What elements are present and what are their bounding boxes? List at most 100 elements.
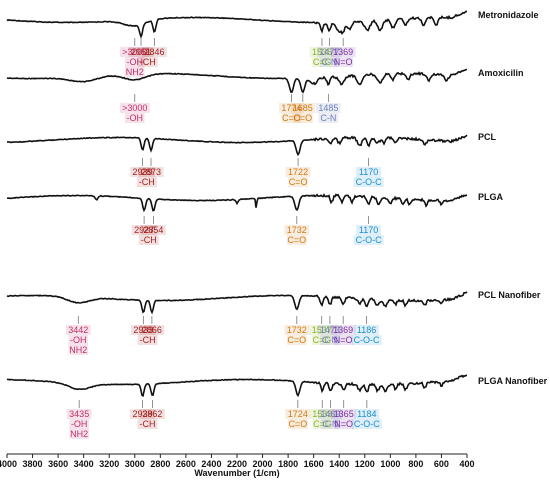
- annotation-bg-5-7-1: [351, 419, 382, 429]
- group-text-bg-4-0: [137, 335, 158, 345]
- annotation-text-5-3-0: 1724: [288, 409, 308, 419]
- annotation-text-1-1-1: C=O: [282, 113, 301, 123]
- annotation-text-4-5-1: C-N: [322, 335, 338, 345]
- annotation-bg-5-7-0: [354, 409, 380, 419]
- annotation-text-5-0-2: NH2: [70, 429, 88, 439]
- annotation-text-5-0-1: -OH: [71, 419, 88, 429]
- x-tick-label-5: 3000: [125, 459, 145, 469]
- annotation-text-4-0-0: 3442: [68, 325, 88, 335]
- x-tick-label-8: 2400: [201, 459, 221, 469]
- annotation-bg-2-2-0: [285, 167, 311, 177]
- annotation-text-0-1-0: 2951: [131, 47, 151, 57]
- x-axis: 4000 3800 3600 3400 3200 3000 2800 2600 2400 2200…: [0, 453, 475, 478]
- series-label-2: PCL: [478, 132, 497, 142]
- annotation-text-5-5-1: C-N: [322, 419, 338, 429]
- annotation-bg-3-3-0: [356, 225, 382, 235]
- annotation-bg-1-0-1: [124, 113, 145, 123]
- annotation-bg-0-5-1: [333, 57, 353, 67]
- x-tick-label-18: 400: [459, 459, 474, 469]
- x-tick-label-15: 1000: [380, 459, 400, 469]
- annotation-text-0-0-2: NH2: [126, 67, 144, 77]
- group-text-0-0: -CH: [140, 57, 156, 67]
- annotation-bg-5-6-1: [333, 419, 354, 429]
- annotation-text-4-7-1: C-O-C: [354, 335, 380, 345]
- annotation-text-4-4-0: 1537: [312, 325, 332, 335]
- annotation-bg-3-2-0: [284, 225, 310, 235]
- group-text-bg-3-0: [138, 235, 159, 245]
- annotation-bg-2-0-0: [130, 167, 155, 177]
- x-tick-label-2: 3600: [48, 459, 68, 469]
- annotation-bg-3-0-0: [131, 225, 157, 235]
- annotation-text-2-1-0: 2873: [141, 167, 161, 177]
- annotation-text-1-0-0: >3000: [122, 103, 147, 113]
- annotation-bg-5-1-0: [130, 409, 155, 419]
- annotation-bg-4-0-2: [68, 345, 89, 355]
- group-text-4-0: -CH: [140, 335, 156, 345]
- annotation-bg-5-3-1: [288, 419, 308, 429]
- annotation-text-5-4-1: C=C: [313, 419, 332, 429]
- annotation-bg-4-5-0: [317, 325, 343, 335]
- annotation-text-0-5-1: N=O: [334, 57, 353, 67]
- annotation-text-0-2-0: 2846: [144, 47, 164, 57]
- annotation-bg-0-1-0: [128, 47, 154, 57]
- annotation-bg-4-7-0: [354, 325, 379, 335]
- annotation-text-0-5-0: 1369: [333, 47, 353, 57]
- group-text-bg-0-0: [137, 57, 158, 67]
- annotation-text-4-0-2: NH2: [69, 345, 87, 355]
- annotation-text-0-0-0: >3000: [122, 47, 147, 57]
- annotation-bg-5-5-0: [318, 409, 343, 419]
- annotation-text-4-2-0: 2866: [142, 325, 162, 335]
- x-tick-label-9: 2200: [227, 459, 247, 469]
- x-tick-label-1: 3800: [23, 459, 43, 469]
- annotation-bg-1-1-1: [281, 113, 302, 123]
- annotation-bg-4-0-0: [65, 325, 91, 335]
- annotation-text-1-0-1: -OH: [127, 113, 144, 123]
- spectrum-line-3: [7, 193, 468, 213]
- annotation-bg-4-4-1: [311, 335, 332, 345]
- annotation-bg-2-2-1: [288, 177, 308, 187]
- annotation-text-3-0-0: 2927: [134, 225, 154, 235]
- annotation-bg-4-3-0: [284, 325, 310, 335]
- annotation-text-4-5-0: 1473: [320, 325, 340, 335]
- annotation-text-4-1-0: 2933: [133, 325, 153, 335]
- annotation-text-4-7-0: 1186: [357, 325, 376, 335]
- annotation-text-2-0-0: 2939: [133, 167, 153, 177]
- annotation-text-0-3-0: 1535: [312, 47, 332, 57]
- annotation-text-5-3-1: C=O: [288, 419, 307, 429]
- x-tick-label-0: 4000: [0, 459, 17, 469]
- annotation-text-2-3-1: C-O-C: [356, 177, 382, 187]
- group-text-bg-2-0: [136, 177, 157, 187]
- annotation-text-4-3-0: 1732: [287, 325, 307, 335]
- series-labels: Metronidazole Amoxicilin PCL PLGA PCL Nanofi…: [478, 10, 548, 386]
- annotation-bg-0-5-0: [330, 47, 356, 57]
- annotation-bg-4-2-0: [139, 325, 165, 335]
- annotation-bg-1-2-1: [293, 113, 313, 123]
- x-tick-label-7: 2600: [176, 459, 196, 469]
- annotation-bg-1-3-1: [318, 113, 339, 123]
- annotation-bg-0-4-0: [316, 47, 342, 57]
- annotation-bg-4-1-0: [130, 325, 156, 335]
- annotation-text-2-3-0: 1170: [359, 167, 378, 177]
- annotation-text-2-2-1: C=O: [289, 177, 308, 187]
- annotation-bg-1-1-0: [279, 103, 304, 113]
- annotation-bg-4-3-1: [287, 335, 307, 345]
- annotation-text-5-2-0: 2862: [142, 409, 162, 419]
- annotation-text-1-2-0: 1685: [293, 103, 313, 113]
- annotation-bg-5-4-1: [312, 419, 333, 429]
- annotation-bg-5-0-2: [69, 429, 89, 439]
- annotation-text-2-2-0: 1722: [288, 167, 308, 177]
- x-tick-label-3: 3400: [74, 459, 94, 469]
- x-tick-label-10: 2000: [253, 459, 273, 469]
- x-tick-label-12: 1600: [304, 459, 324, 469]
- annotation-text-3-3-1: C-O-C: [356, 235, 382, 245]
- annotation-text-1-3-0: 1485: [318, 103, 338, 113]
- annotation-bg-4-5-1: [320, 335, 340, 345]
- spectrum-line-1: [6, 68, 468, 94]
- annotation-text-5-7-0: 1184: [357, 409, 376, 419]
- x-tick-label-17: 600: [434, 459, 449, 469]
- annotation-text-3-2-1: C=O: [287, 235, 306, 245]
- annotation-bg-5-0-0: [66, 409, 92, 419]
- spectra-traces: [6, 10, 468, 398]
- x-axis-label: Wavenumber (1/cm): [194, 468, 279, 478]
